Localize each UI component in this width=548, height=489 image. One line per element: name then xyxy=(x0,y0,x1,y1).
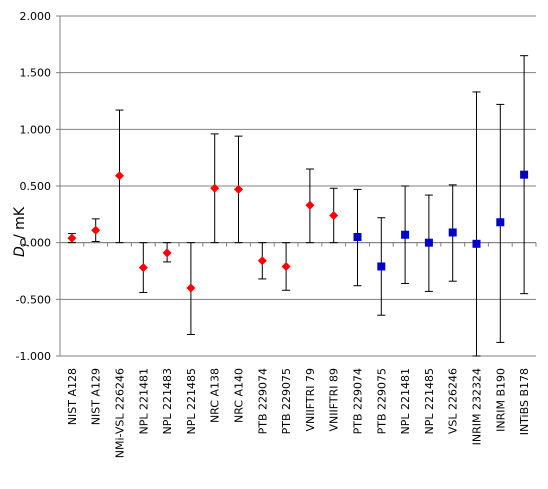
category-label: NPL 221481 xyxy=(137,368,150,434)
category-label: INRIM 232324 xyxy=(471,368,484,445)
y-axis: -1.000 -0.500 0.000 0.500 1.000 1.500 2.000 xyxy=(16,10,61,363)
data-markers xyxy=(67,170,529,293)
category-label: NIST A128 xyxy=(66,368,79,425)
category-label: INRIM B190 xyxy=(494,368,507,432)
square-marker xyxy=(353,233,362,241)
category-label: NPL 221483 xyxy=(161,368,174,434)
diamond-marker xyxy=(210,183,220,193)
y-tick-label: -1.000 xyxy=(16,350,51,363)
category-label: NRC A138 xyxy=(209,368,222,423)
category-label: NPL 221485 xyxy=(423,368,436,434)
diamond-marker xyxy=(138,263,148,273)
diamond-marker xyxy=(115,171,124,181)
y-tick-label: 1.000 xyxy=(20,123,52,136)
square-marker xyxy=(401,230,410,239)
y-tick-label: 1.500 xyxy=(20,67,52,80)
category-label: NMi-VSL 226246 xyxy=(114,368,127,458)
category-label: PTB 229075 xyxy=(375,368,388,434)
category-label: INTiBS B178 xyxy=(518,368,531,435)
x-axis: NIST A128 NIST A129 NMi-VSL 226246 NPL 2214… xyxy=(59,242,537,458)
diamond-marker xyxy=(186,283,196,293)
error-bars xyxy=(67,55,529,357)
category-label: NIST A129 xyxy=(90,368,103,425)
category-label: PTB 229074 xyxy=(256,368,269,434)
category-label: NPL 221481 xyxy=(399,368,412,434)
square-marker xyxy=(496,218,505,227)
diamond-marker xyxy=(67,233,77,243)
square-marker xyxy=(520,170,529,179)
category-label: NRC A140 xyxy=(233,368,246,423)
y-tick-label: 0.500 xyxy=(20,180,52,193)
square-marker xyxy=(472,239,481,248)
diamond-marker xyxy=(281,261,291,271)
square-marker xyxy=(424,238,433,247)
category-label: VSL 226246 xyxy=(447,368,460,434)
category-label: NPL 221485 xyxy=(185,368,198,434)
category-label: VNIIFTRI 79 xyxy=(304,368,317,431)
square-marker xyxy=(448,228,457,237)
category-label: VNIIFTRI 89 xyxy=(328,368,341,431)
diamond-marker xyxy=(91,225,101,235)
category-label: PTB 229074 xyxy=(352,368,365,434)
diamond-marker xyxy=(305,200,315,210)
y-axis-label: Di / mK xyxy=(12,206,31,257)
category-label: PTB 229075 xyxy=(280,368,293,434)
diamond-marker xyxy=(234,184,243,194)
diamond-marker xyxy=(257,256,267,266)
diamond-marker xyxy=(329,210,339,220)
square-marker xyxy=(377,262,386,271)
gridlines xyxy=(60,15,536,357)
y-tick-label: 2.000 xyxy=(20,10,52,23)
diamond-marker xyxy=(162,248,172,258)
y-tick-label: -0.500 xyxy=(16,293,51,306)
y-tick-label: 0.000 xyxy=(20,237,52,250)
